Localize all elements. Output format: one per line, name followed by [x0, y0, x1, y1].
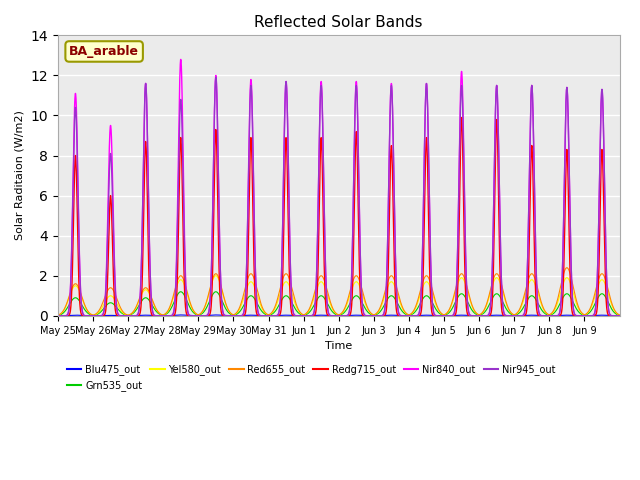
Yel580_out — [169, 296, 177, 302]
Yel580_out — [212, 273, 220, 278]
Nir945_out — [609, 313, 617, 319]
Line: Redg715_out: Redg715_out — [58, 118, 620, 316]
Grn535_out — [54, 312, 61, 318]
Blu475_out — [169, 312, 177, 318]
Redg715_out — [530, 217, 538, 223]
Red655_out — [496, 276, 504, 282]
Nir945_out — [54, 313, 61, 319]
Red655_out — [54, 312, 61, 318]
Red655_out — [609, 305, 617, 311]
Line: Yel580_out: Yel580_out — [58, 276, 620, 316]
Title: Reflected Solar Bands: Reflected Solar Bands — [255, 15, 423, 30]
Line: Blu475_out: Blu475_out — [58, 315, 620, 316]
Nir945_out — [169, 312, 177, 317]
Blu475_out — [496, 312, 504, 318]
Line: Nir945_out: Nir945_out — [58, 77, 620, 316]
Nir945_out — [616, 313, 623, 319]
Blu475_out — [616, 313, 623, 319]
Blu475_out — [177, 312, 184, 318]
Yel580_out — [411, 307, 419, 312]
Blu475_out — [609, 313, 617, 319]
Redg715_out — [609, 313, 617, 319]
Nir840_out — [609, 313, 617, 319]
Grn535_out — [169, 302, 177, 308]
Nir840_out — [530, 152, 538, 157]
Nir840_out — [461, 183, 468, 189]
Legend: Blu475_out, Grn535_out, Yel580_out, Red655_out, Redg715_out, Nir840_out, Nir945_: Blu475_out, Grn535_out, Yel580_out, Red6… — [63, 360, 559, 395]
Nir840_out — [411, 313, 419, 319]
Redg715_out — [411, 313, 419, 319]
Grn535_out — [177, 289, 184, 295]
Yel580_out — [616, 313, 623, 319]
Grn535_out — [530, 294, 538, 300]
Grn535_out — [496, 294, 504, 300]
Nir945_out — [411, 313, 419, 319]
Nir840_out — [177, 57, 184, 62]
Nir945_out — [530, 152, 538, 157]
Line: Red655_out: Red655_out — [58, 268, 620, 316]
Nir840_out — [54, 313, 61, 319]
Red655_out — [530, 273, 538, 278]
Red655_out — [411, 306, 419, 312]
Grn535_out — [609, 309, 617, 314]
Nir840_out — [616, 313, 623, 319]
Redg715_out — [616, 313, 623, 319]
Yel580_out — [54, 312, 61, 318]
Blu475_out — [54, 313, 61, 319]
Line: Grn535_out: Grn535_out — [58, 292, 620, 316]
Yel580_out — [530, 279, 538, 285]
Blu475_out — [411, 313, 419, 319]
Grn535_out — [616, 313, 623, 319]
Redg715_out — [458, 115, 465, 120]
Grn535_out — [461, 293, 468, 299]
Redg715_out — [461, 241, 468, 247]
Nir840_out — [496, 228, 504, 234]
Red655_out — [169, 294, 177, 300]
Nir945_out — [461, 190, 468, 196]
Yel580_out — [461, 278, 468, 284]
Nir945_out — [496, 228, 504, 234]
Redg715_out — [54, 313, 61, 319]
Blu475_out — [461, 312, 468, 318]
Grn535_out — [411, 309, 419, 315]
Text: BA_arable: BA_arable — [69, 45, 139, 58]
Redg715_out — [169, 313, 177, 319]
Redg715_out — [496, 274, 504, 280]
Red655_out — [460, 274, 468, 280]
Red655_out — [616, 313, 623, 319]
Red655_out — [563, 265, 571, 271]
Nir945_out — [212, 74, 220, 80]
Line: Nir840_out: Nir840_out — [58, 60, 620, 316]
Yel580_out — [496, 280, 504, 286]
Blu475_out — [530, 312, 538, 318]
X-axis label: Time: Time — [325, 341, 353, 351]
Nir840_out — [169, 312, 177, 317]
Yel580_out — [609, 306, 617, 312]
Y-axis label: Solar Raditaion (W/m2): Solar Raditaion (W/m2) — [15, 110, 25, 240]
